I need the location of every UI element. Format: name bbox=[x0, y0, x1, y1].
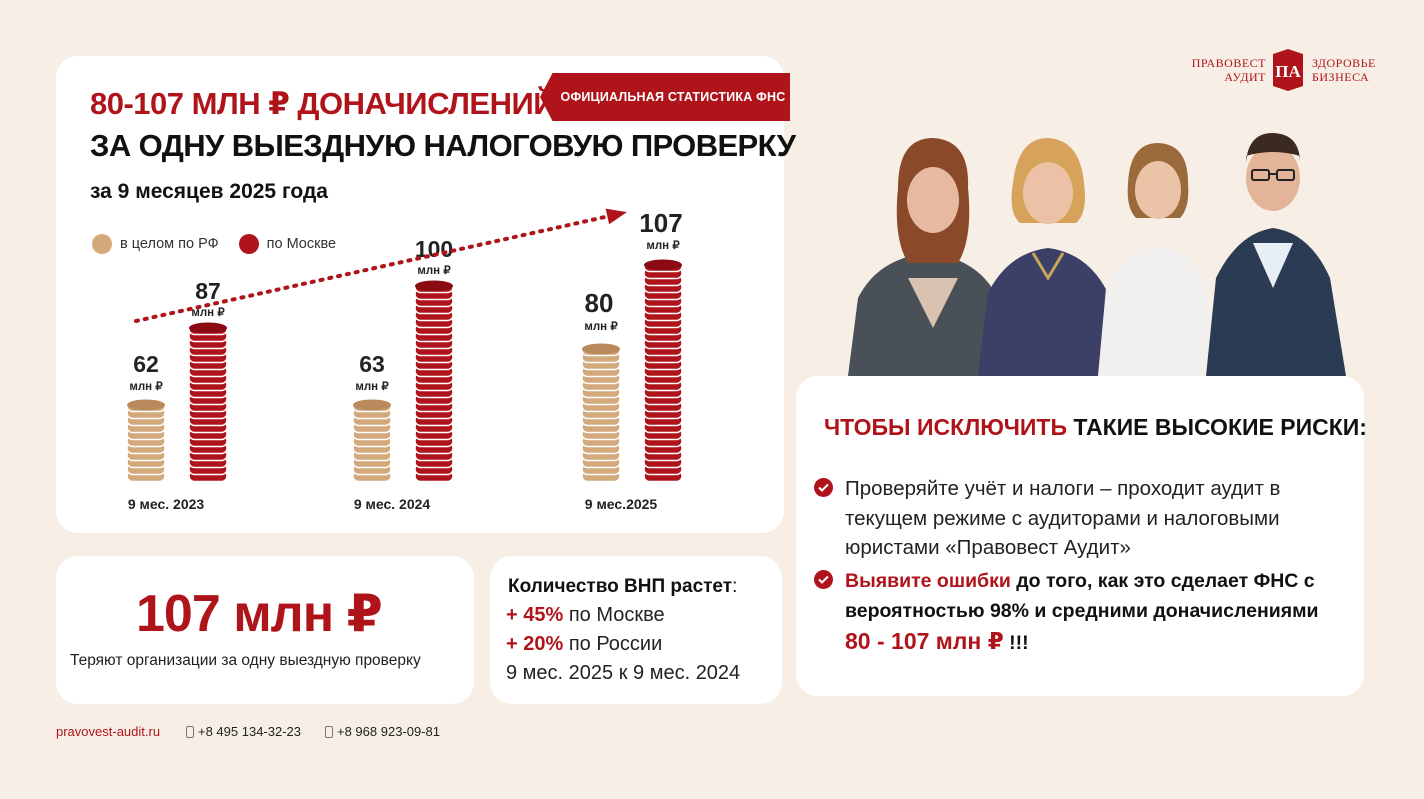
unit-label: млн ₽ bbox=[355, 381, 389, 393]
growth-line-moscow: + 45% по Москве bbox=[506, 604, 665, 627]
growth-title: Количество ВНП растет: bbox=[508, 576, 737, 598]
logo-left-line2: АУДИТ bbox=[1192, 70, 1266, 84]
unit-label: млн ₽ bbox=[129, 381, 163, 393]
tips-title-red: ЧТОБЫ ИСКЛЮЧИТЬ bbox=[824, 414, 1067, 440]
person-2 bbox=[978, 138, 1116, 376]
data-label: 87 bbox=[195, 278, 221, 304]
coin-stack-top bbox=[644, 260, 682, 271]
x-tick-label: 9 мес. 2024 bbox=[354, 496, 431, 512]
trend-arrow-head bbox=[606, 209, 627, 225]
unit-label: млн ₽ bbox=[646, 240, 680, 252]
tips-title: ЧТОБЫ ИСКЛЮЧИТЬ ТАКИЕ ВЫСОКИЕ РИСКИ: bbox=[824, 414, 1367, 441]
logo-left-line1: ПРАВОВЕСТ bbox=[1192, 56, 1266, 70]
growth-line-russia: + 20% по России bbox=[506, 633, 662, 656]
footer-phone-1[interactable]: +8 495 134-32-23 bbox=[186, 724, 301, 739]
logo-mark-text: ПА bbox=[1275, 62, 1301, 81]
x-tick-label: 9 мес. 2023 bbox=[128, 496, 205, 512]
loss-value: 107 млн ₽ bbox=[136, 584, 382, 644]
coin-stack-top bbox=[127, 400, 165, 411]
brand-logo: ПРАВОВЕСТ АУДИТ ПА ЗДОРОВЬЕ БИЗНЕСА bbox=[1186, 48, 1376, 94]
data-label: 80 bbox=[585, 288, 614, 318]
check-icon bbox=[814, 478, 833, 497]
tip-text-1: Проверяйте учёт и налоги – проходит ауди… bbox=[845, 474, 1334, 563]
data-label: 63 bbox=[359, 351, 385, 377]
data-label: 62 bbox=[133, 351, 159, 377]
team-photo bbox=[848, 128, 1348, 376]
growth-text-moscow: по Москве bbox=[569, 604, 665, 626]
tip-item-2: Выявите ошибки до того, как это сделает … bbox=[814, 566, 1334, 658]
footer-phone-2[interactable]: +8 968 923-09-81 bbox=[325, 724, 440, 739]
loss-card: 107 млн ₽ Теряют организации за одну вые… bbox=[56, 556, 474, 704]
growth-title-colon: : bbox=[732, 576, 737, 597]
unit-label: млн ₽ bbox=[584, 321, 618, 333]
footer-phone-2-text: +8 968 923-09-81 bbox=[337, 724, 440, 739]
coin-stack-top bbox=[415, 281, 453, 292]
tip-item-1: Проверяйте учёт и налоги – проходит ауди… bbox=[814, 474, 1334, 563]
growth-card: Количество ВНП растет: + 45% по Москве +… bbox=[490, 556, 782, 704]
coin-stack-top bbox=[189, 323, 227, 334]
tips-card: ЧТОБЫ ИСКЛЮЧИТЬ ТАКИЕ ВЫСОКИЕ РИСКИ: Про… bbox=[796, 376, 1364, 696]
phone-icon bbox=[186, 726, 194, 738]
footer-site-link[interactable]: pravovest-audit.ru bbox=[56, 724, 160, 739]
check-icon bbox=[814, 570, 833, 589]
tip-text-2: Выявите ошибки до того, как это сделает … bbox=[845, 566, 1334, 658]
growth-pct-moscow: + 45% bbox=[506, 604, 563, 626]
coin-stack-top bbox=[353, 400, 391, 411]
unit-label: млн ₽ bbox=[417, 265, 451, 277]
coin-stack-top bbox=[582, 344, 620, 355]
logo-right-line2: БИЗНЕСА bbox=[1312, 70, 1376, 84]
logo-mark-icon: ПА bbox=[1271, 48, 1305, 92]
logo-right-line1: ЗДОРОВЬЕ bbox=[1312, 56, 1376, 70]
growth-title-text: Количество ВНП растет bbox=[508, 576, 732, 597]
tip2-value: 80 - 107 млн ₽ bbox=[845, 628, 1004, 654]
footer-phone-1-text: +8 495 134-32-23 bbox=[198, 724, 301, 739]
trend-arrow-line bbox=[136, 213, 623, 321]
data-label: 107 bbox=[639, 208, 682, 238]
person-4 bbox=[1206, 133, 1346, 376]
chart-card: 80-107 МЛН ₽ ДОНАЧИСЛЕНИЙ ЗА ОДНУ ВЫЕЗДН… bbox=[56, 56, 784, 533]
logo-text-right: ЗДОРОВЬЕ БИЗНЕСА bbox=[1312, 56, 1376, 84]
coin-stack-chart: 9 мес. 2023 62 млн ₽ 87 млн ₽ 9 мес. 2024 63 мл… bbox=[56, 56, 784, 533]
tip2-end: !!! bbox=[1009, 632, 1028, 654]
person-3 bbox=[1098, 143, 1216, 376]
tips-title-black: ТАКИЕ ВЫСОКИЕ РИСКИ: bbox=[1073, 414, 1367, 440]
x-tick-label: 9 мес.2025 bbox=[585, 496, 658, 512]
tip2-highlight: Выявите ошибки bbox=[845, 570, 1011, 592]
loss-description: Теряют организации за одну выездную пров… bbox=[70, 652, 421, 670]
growth-text-russia: по России bbox=[569, 633, 662, 655]
growth-period: 9 мес. 2025 к 9 мес. 2024 bbox=[506, 662, 740, 685]
logo-text-left: ПРАВОВЕСТ АУДИТ bbox=[1192, 56, 1266, 84]
phone-icon bbox=[325, 726, 333, 738]
growth-pct-russia: + 20% bbox=[506, 633, 563, 655]
